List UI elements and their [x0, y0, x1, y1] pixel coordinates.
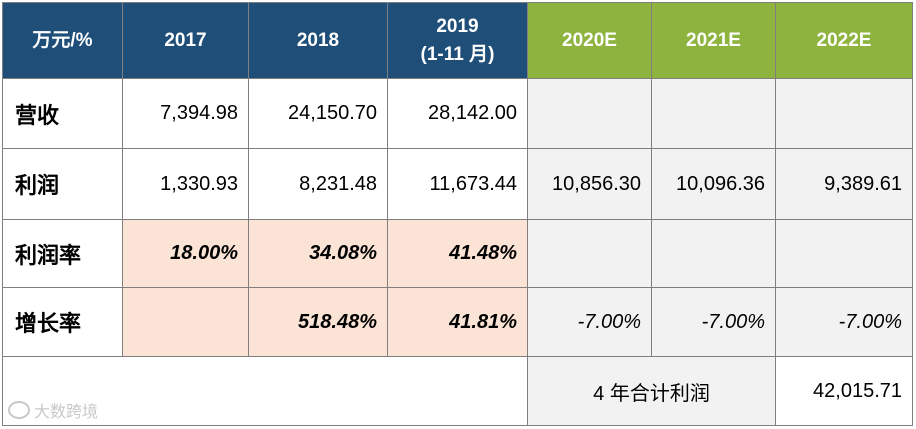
margin-2017: 18.00% — [123, 220, 249, 288]
growth-2019: 41.81% — [388, 288, 528, 357]
margin-2019: 41.48% — [388, 220, 528, 288]
revenue-2019: 28,142.00 — [388, 79, 528, 149]
row-label-profit: 利润 — [3, 149, 123, 220]
header-2020e-text: 2020E — [562, 29, 617, 51]
revenue-2018: 24,150.70 — [249, 79, 388, 149]
header-2019-text: 2019 — [436, 15, 479, 37]
revenue-2022e — [776, 79, 912, 149]
growth-2021e: -7.00% — [652, 288, 776, 357]
row-label-margin: 利润率 — [3, 220, 123, 288]
revenue-2021e — [652, 79, 776, 149]
camera-logo-icon — [8, 401, 30, 419]
profit-2020e: 10,856.30 — [528, 149, 652, 220]
header-2020e: 2020E — [528, 3, 652, 79]
profit-2017: 1,330.93 — [123, 149, 249, 220]
total-value: 42,015.71 — [813, 379, 902, 402]
margin-2022e — [776, 220, 912, 288]
header-2022e: 2022E — [776, 3, 912, 79]
header-2019: 2019 (1-11 月) — [388, 3, 528, 79]
profit-2021e: 10,096.36 — [652, 149, 776, 220]
header-2017: 2017 — [123, 3, 249, 79]
header-2021e-text: 2021E — [686, 29, 741, 51]
revenue-2020e — [528, 79, 652, 149]
row-label-growth: 增长率 — [3, 288, 123, 357]
header-2019-note: (1-11 月) — [420, 43, 495, 65]
header-2017-text: 2017 — [164, 29, 207, 51]
header-2022e-text: 2022E — [816, 29, 872, 51]
margin-2020e — [528, 220, 652, 288]
margin-2021e — [652, 220, 776, 288]
growth-2020e: -7.00% — [528, 288, 652, 357]
watermark-text: 大数跨境 — [34, 402, 99, 421]
revenue-2017: 7,394.98 — [123, 79, 249, 149]
header-2018: 2018 — [249, 3, 388, 79]
profit-2022e: 9,389.61 — [776, 149, 912, 220]
header-unit: 万元/% — [3, 3, 123, 79]
profit-2018: 8,231.48 — [249, 149, 388, 220]
header-2021e: 2021E — [652, 3, 776, 79]
total-empty — [3, 357, 528, 425]
header-unit-text: 万元/% — [32, 29, 93, 51]
growth-2017 — [123, 288, 249, 357]
row-label-revenue: 营收 — [3, 79, 123, 149]
growth-2022e: -7.00% — [776, 288, 912, 357]
header-2018-text: 2018 — [296, 29, 340, 51]
margin-2018: 34.08% — [249, 220, 388, 288]
total-label: 4 年合计利润 — [528, 357, 776, 425]
growth-2018: 518.48% — [249, 288, 388, 357]
watermark: 大数跨境 — [8, 398, 98, 422]
profit-2019: 11,673.44 — [388, 149, 528, 220]
